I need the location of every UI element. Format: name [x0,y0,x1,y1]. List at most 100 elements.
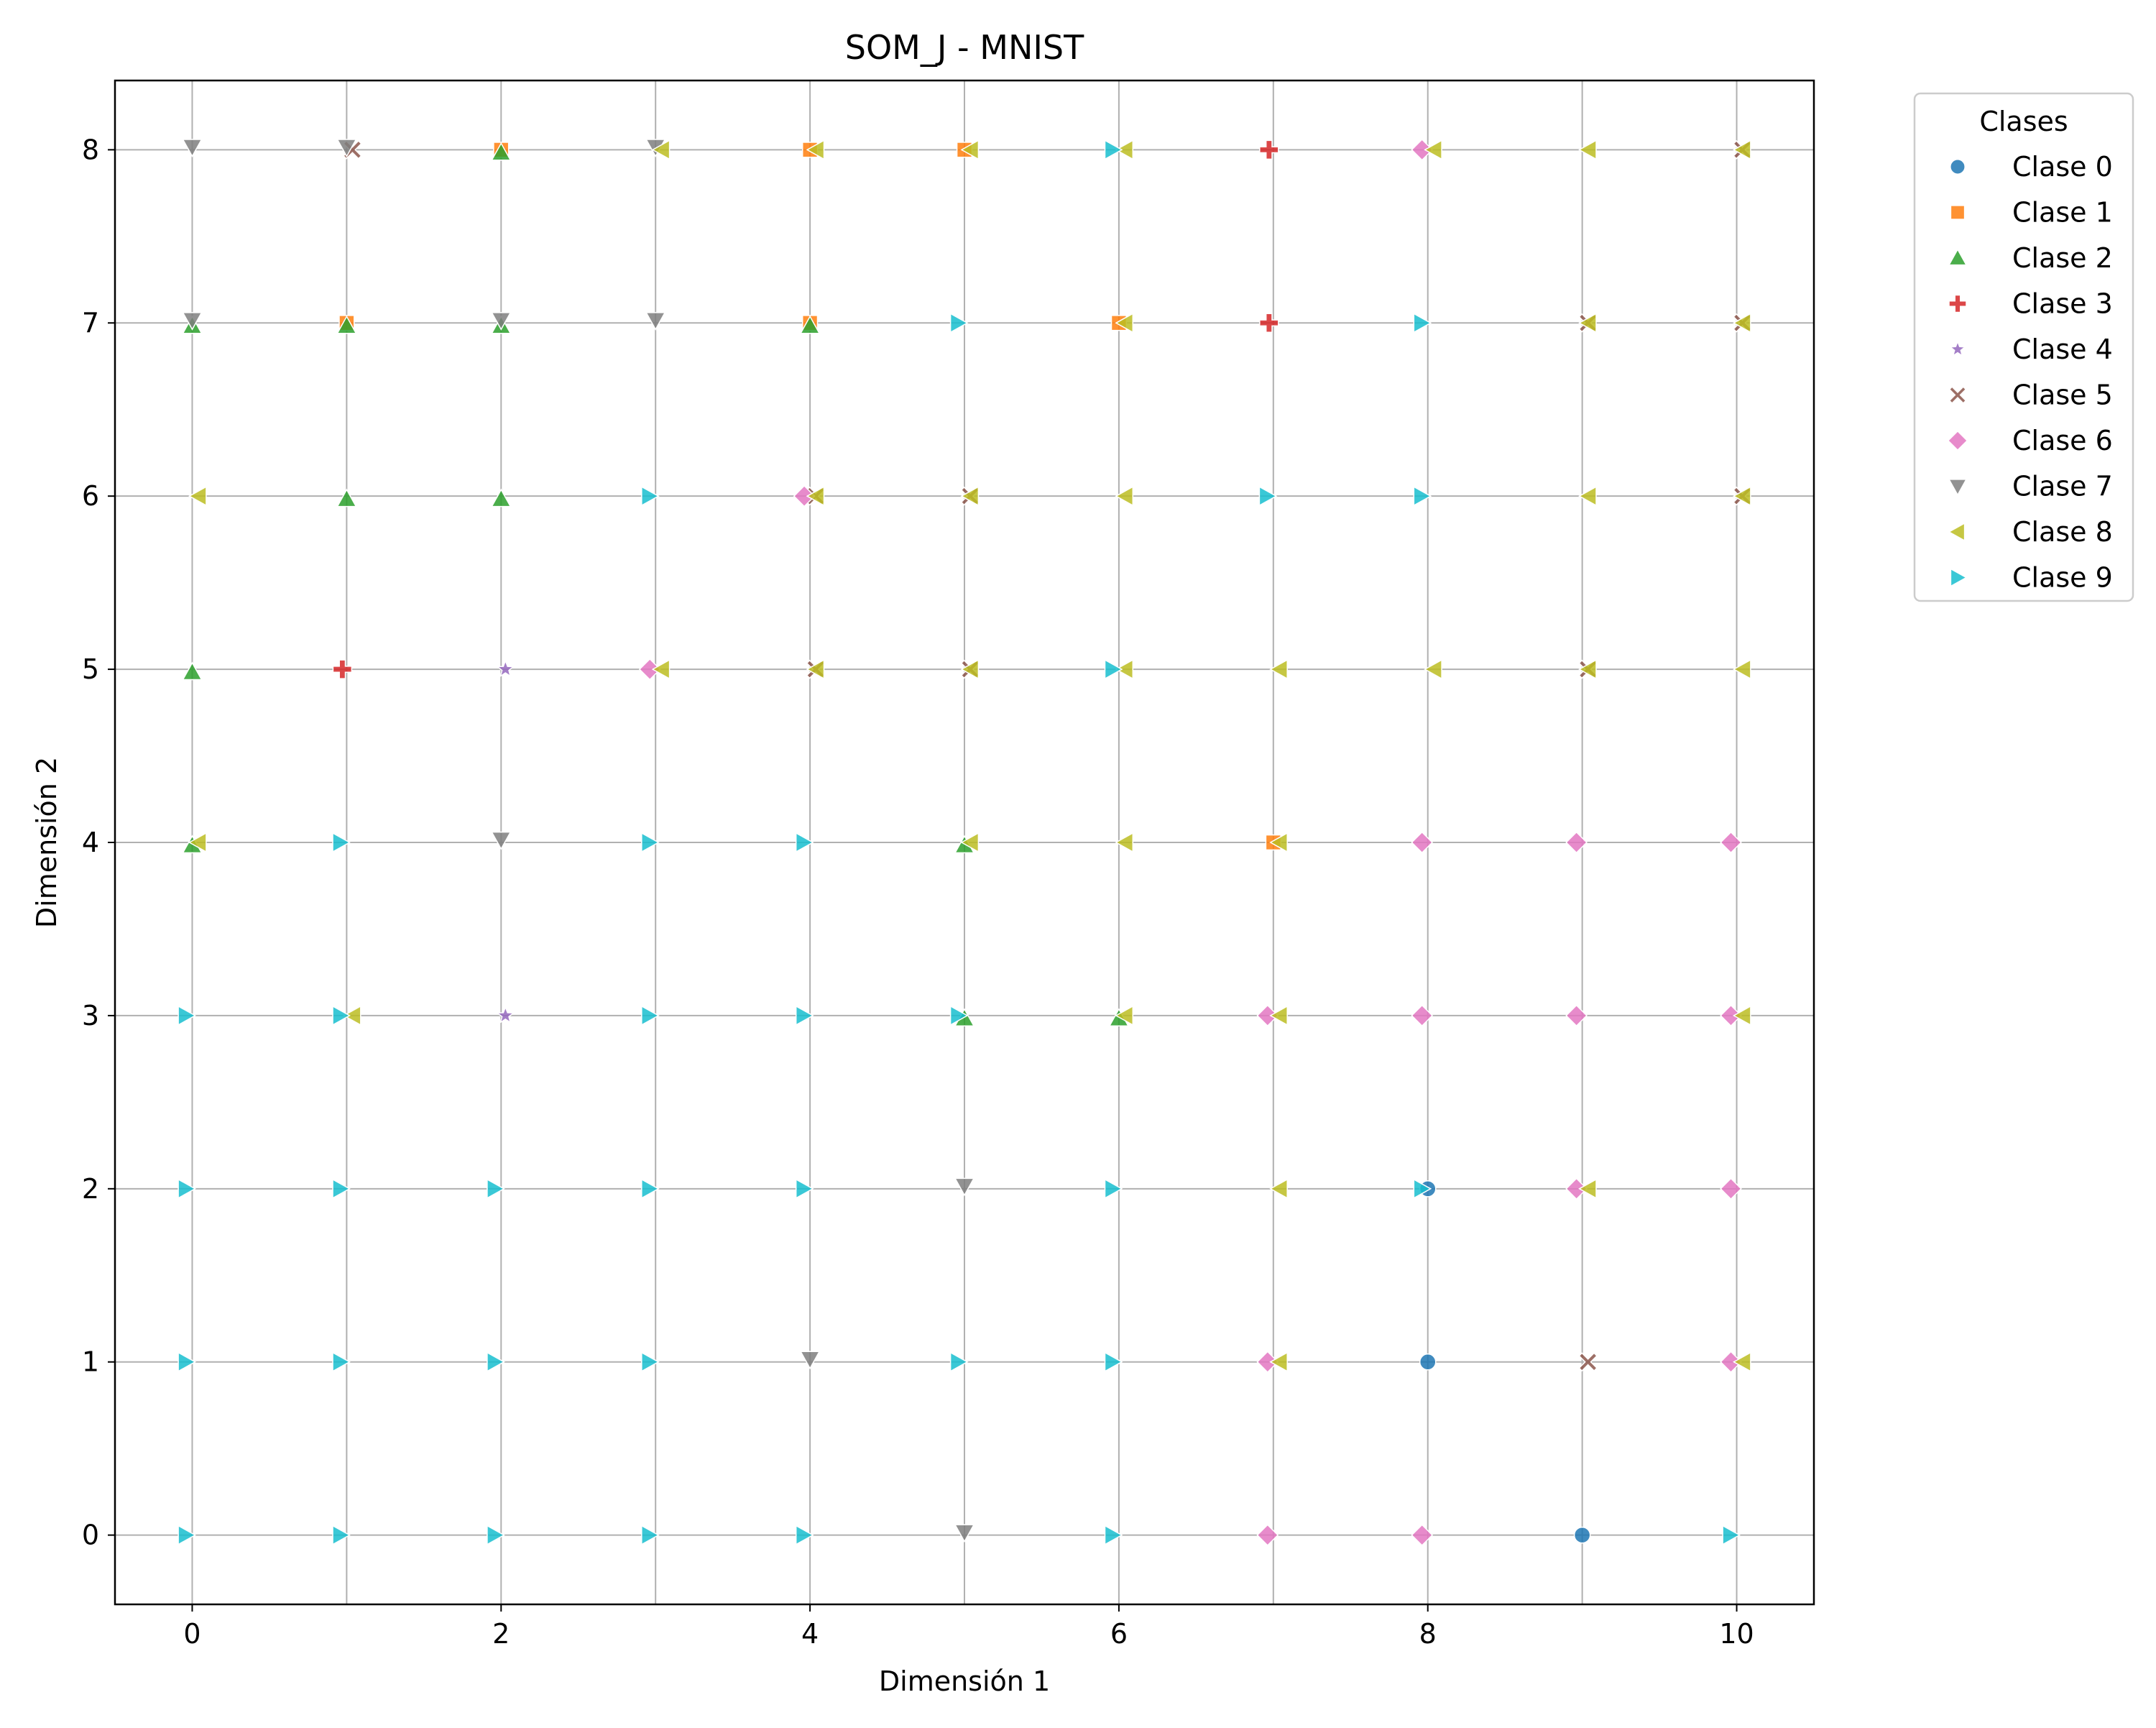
data-point [960,485,980,507]
data-point [332,659,353,679]
data-point [178,1178,197,1200]
data-point [799,1351,821,1370]
data-point [332,832,351,853]
data-point [1419,1353,1437,1371]
data-point [1115,485,1134,507]
data-point [178,1525,197,1545]
legend-entry: Clase 0 [1950,151,2113,183]
data-point [645,312,666,331]
data-point [1115,313,1134,334]
data-point [641,1178,660,1200]
legend-marker [1948,248,1968,266]
x-tick-label: 2 [492,1618,510,1650]
data-point [641,1005,660,1026]
data-point [332,1005,351,1026]
data-point [491,142,512,161]
y-tick-label: 8 [82,134,99,165]
legend-entry: Clase 2 [1948,242,2113,274]
chart-title: SOM_J - MNIST [845,28,1084,67]
series-clase-7 [182,139,975,1543]
data-point [1256,1524,1279,1546]
data-point [795,1178,814,1200]
data-point [1411,139,1434,161]
legend-entry: Clase 7 [1948,471,2113,502]
data-point [332,1525,351,1545]
data-point [960,658,980,680]
data-point [1578,139,1597,160]
data-point [1720,1351,1742,1374]
legend-label: Clase 9 [2012,562,2113,594]
legend-items: Clase 0 Clase 1 Clase 2 Clase 3 Clase 4 Clase… [1947,151,2113,594]
x-tick-label: 8 [1419,1618,1437,1650]
data-point [1578,313,1597,334]
data-point [960,832,980,853]
y-tick-label: 7 [82,307,99,339]
legend-entry: Clase 5 [1948,380,2113,411]
legend-entry: Clase 9 [1950,562,2113,594]
data-point [1269,832,1288,853]
legend-title: Clases [1979,106,2068,137]
data-point [1104,658,1123,680]
data-point [1732,1005,1751,1026]
legend-entry: Clase 4 [1948,334,2113,365]
data-point [960,139,980,160]
data-point [1424,139,1442,160]
points-layer [178,139,1752,1546]
data-point [496,659,515,678]
series-clase-9 [178,139,1741,1545]
data-point [491,488,512,507]
data-point [1573,1526,1591,1544]
data-point [641,1351,660,1372]
legend-label: Clase 0 [2012,151,2113,183]
legend-label: Clase 7 [2012,471,2113,502]
legend-marker [1950,205,1966,220]
data-point [487,1525,505,1545]
data-point [1578,485,1597,507]
data-point [954,1177,975,1197]
legend-marker [1950,159,1966,175]
data-point [1413,313,1432,334]
series-clase-6 [638,139,1742,1546]
data-point [188,832,207,853]
data-point [1259,313,1279,334]
y-tick-label: 0 [82,1520,99,1551]
legend-label: Clase 8 [2012,516,2113,548]
x-tick-label: 10 [1719,1618,1754,1650]
data-point [1258,485,1278,507]
data-point [1578,658,1597,680]
data-point [1413,485,1432,507]
x-tick-label: 4 [801,1618,819,1650]
legend-entry: Clase 6 [1947,425,2113,456]
data-point [949,1351,969,1372]
data-point [336,488,357,507]
data-point [1256,1351,1279,1374]
data-point [641,832,660,853]
data-point [1104,1525,1123,1545]
data-point [1115,139,1134,160]
data-point [795,1005,814,1026]
data-point [342,1005,361,1026]
series-clase-3 [332,139,1279,679]
legend-entry: Clase 1 [1950,197,2113,229]
data-point [188,485,207,507]
data-point [496,1006,515,1024]
data-point [1578,1178,1597,1200]
data-point [491,312,512,331]
data-point [1104,1178,1123,1200]
data-point [641,485,660,507]
data-point [487,1178,505,1200]
series-clase-8 [188,139,1751,1372]
legend-marker [1948,386,1967,404]
legend-label: Clase 1 [2012,197,2113,229]
legend-label: Clase 3 [2012,288,2113,320]
data-point [178,1005,197,1026]
data-point [1720,831,1742,854]
data-point [1732,658,1751,680]
y-tick-label: 3 [82,1000,99,1031]
data-point [1104,139,1123,160]
data-point [799,315,821,334]
data-point [1256,1004,1279,1027]
data-point [949,313,969,334]
y-axis-label: Dimensión 2 [31,757,63,928]
